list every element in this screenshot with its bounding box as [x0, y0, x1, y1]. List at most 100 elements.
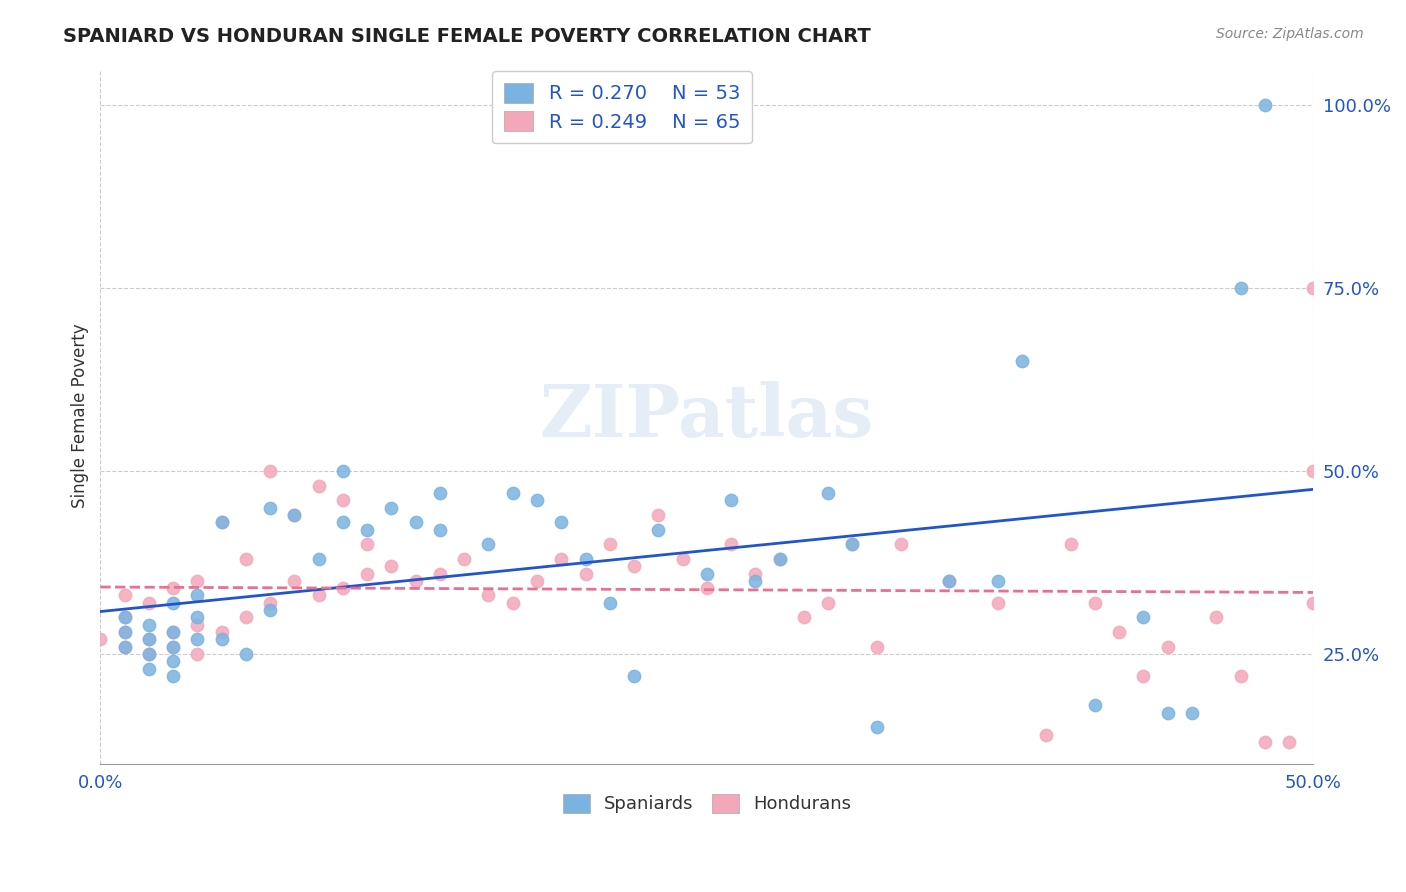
Point [477, 589, 499, 603]
Point [138, 662, 160, 676]
Point [1254, 735, 1277, 749]
Point [235, 647, 257, 661]
Point [429, 523, 451, 537]
Point [283, 508, 305, 522]
Point [211, 632, 233, 647]
Point [1132, 669, 1154, 683]
Point [817, 596, 839, 610]
Point [114, 625, 136, 640]
Point [283, 574, 305, 588]
Point [332, 516, 354, 530]
Point [1084, 596, 1107, 610]
Point [623, 559, 645, 574]
Point [186, 617, 208, 632]
Point [938, 574, 960, 588]
Point [162, 654, 184, 668]
Point [841, 537, 863, 551]
Point [138, 632, 160, 647]
Point [1229, 669, 1251, 683]
Point [235, 552, 257, 566]
Point [162, 625, 184, 640]
Point [356, 537, 378, 551]
Point [1205, 610, 1227, 624]
Point [647, 523, 669, 537]
Point [744, 566, 766, 581]
Point [1229, 281, 1251, 295]
Point [696, 566, 718, 581]
Point [841, 537, 863, 551]
Point [114, 589, 136, 603]
Point [817, 486, 839, 500]
Point [1011, 354, 1033, 368]
Legend: Spaniards, Hondurans: Spaniards, Hondurans [551, 783, 862, 824]
Text: Source: ZipAtlas.com: Source: ZipAtlas.com [1216, 27, 1364, 41]
Point [186, 574, 208, 588]
Point [938, 574, 960, 588]
Point [987, 574, 1010, 588]
Point [138, 632, 160, 647]
Point [186, 647, 208, 661]
Text: ZIPatlas: ZIPatlas [540, 381, 875, 451]
Point [550, 552, 572, 566]
Point [138, 596, 160, 610]
Point [162, 640, 184, 654]
Point [526, 574, 548, 588]
Point [1035, 727, 1057, 741]
Point [211, 625, 233, 640]
Point [308, 589, 330, 603]
Point [138, 647, 160, 661]
Point [1132, 610, 1154, 624]
Point [1278, 735, 1301, 749]
Point [502, 486, 524, 500]
Point [647, 508, 669, 522]
Point [235, 610, 257, 624]
Point [138, 647, 160, 661]
Point [720, 493, 742, 508]
Point [308, 479, 330, 493]
Point [405, 516, 427, 530]
Point [114, 625, 136, 640]
Point [1108, 625, 1130, 640]
Point [1302, 464, 1324, 478]
Point [186, 589, 208, 603]
Point [1302, 281, 1324, 295]
Point [1157, 706, 1180, 720]
Point [332, 581, 354, 595]
Point [211, 516, 233, 530]
Point [356, 523, 378, 537]
Point [865, 720, 887, 734]
Point [211, 516, 233, 530]
Point [720, 537, 742, 551]
Point [283, 508, 305, 522]
Point [356, 566, 378, 581]
Point [1181, 706, 1204, 720]
Point [574, 552, 596, 566]
Point [768, 552, 790, 566]
Point [987, 596, 1010, 610]
Point [1302, 596, 1324, 610]
Point [308, 552, 330, 566]
Point [793, 610, 815, 624]
Text: SPANIARD VS HONDURAN SINGLE FEMALE POVERTY CORRELATION CHART: SPANIARD VS HONDURAN SINGLE FEMALE POVER… [63, 27, 872, 45]
Point [1060, 537, 1083, 551]
Point [332, 464, 354, 478]
Point [429, 486, 451, 500]
Point [162, 581, 184, 595]
Point [380, 559, 402, 574]
Point [477, 537, 499, 551]
Point [1157, 640, 1180, 654]
Point [405, 574, 427, 588]
Point [550, 516, 572, 530]
Point [114, 640, 136, 654]
Point [259, 603, 281, 617]
Point [114, 640, 136, 654]
Point [865, 640, 887, 654]
Point [1084, 698, 1107, 713]
Point [890, 537, 912, 551]
Point [599, 537, 621, 551]
Point [744, 574, 766, 588]
Point [186, 632, 208, 647]
Y-axis label: Single Female Poverty: Single Female Poverty [72, 324, 89, 508]
Point [259, 596, 281, 610]
Point [671, 552, 693, 566]
